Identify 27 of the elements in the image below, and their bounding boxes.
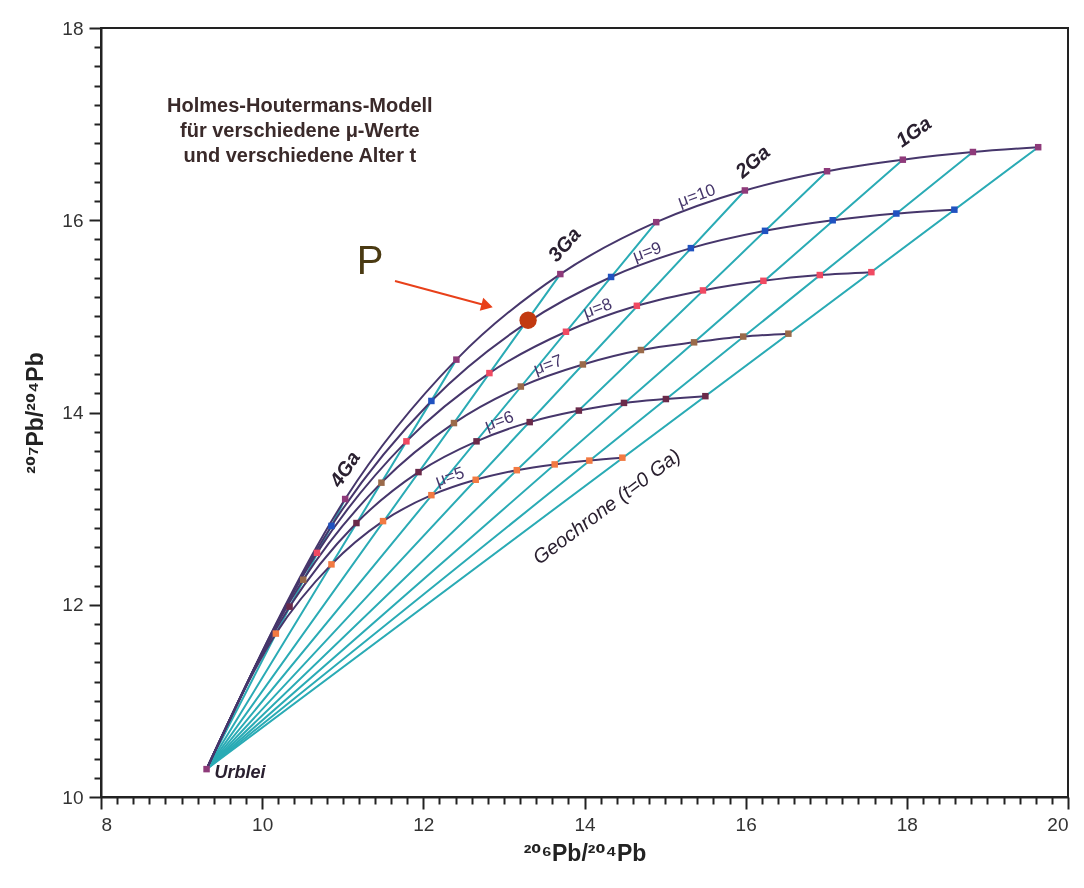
x-tick-label: 20 xyxy=(1047,813,1069,835)
x-tick-label: 14 xyxy=(574,813,596,835)
text: μ=10 xyxy=(675,180,719,211)
y-axis-title: ²⁰⁷Pb/²⁰⁴Pb xyxy=(22,352,49,474)
text: 4Ga xyxy=(324,447,365,492)
text: μ=5 xyxy=(432,462,467,491)
text: 1Ga xyxy=(891,111,936,152)
y-tick-label: 18 xyxy=(62,17,84,39)
text: 3Ga xyxy=(543,222,585,266)
text: μ=9 xyxy=(630,237,665,266)
x-tick-label: 8 xyxy=(101,813,113,835)
text: Holmes-Houtermans-Modell für verschiedene μ-Werte und verschiedene Alter t xyxy=(167,94,433,166)
annotation: P xyxy=(356,238,384,282)
y-tick-label: 14 xyxy=(62,402,84,423)
x-tick-label: 16 xyxy=(735,813,757,835)
y-tick-label: 10 xyxy=(62,786,84,808)
annotation: Urblei xyxy=(214,762,267,783)
x-tick-label: 18 xyxy=(896,813,918,835)
x-tick-label: 10 xyxy=(252,813,274,835)
text: μ=8 xyxy=(580,294,615,322)
y-tick-label: 12 xyxy=(62,594,84,616)
y-tick-label: 16 xyxy=(62,209,84,231)
text: μ=6 xyxy=(482,407,517,435)
text: μ=7 xyxy=(531,350,565,379)
x-axis-title: ²⁰⁶Pb/²⁰⁴Pb xyxy=(523,839,647,866)
x-tick-label: 12 xyxy=(413,813,435,835)
text: 2Ga xyxy=(730,140,774,183)
